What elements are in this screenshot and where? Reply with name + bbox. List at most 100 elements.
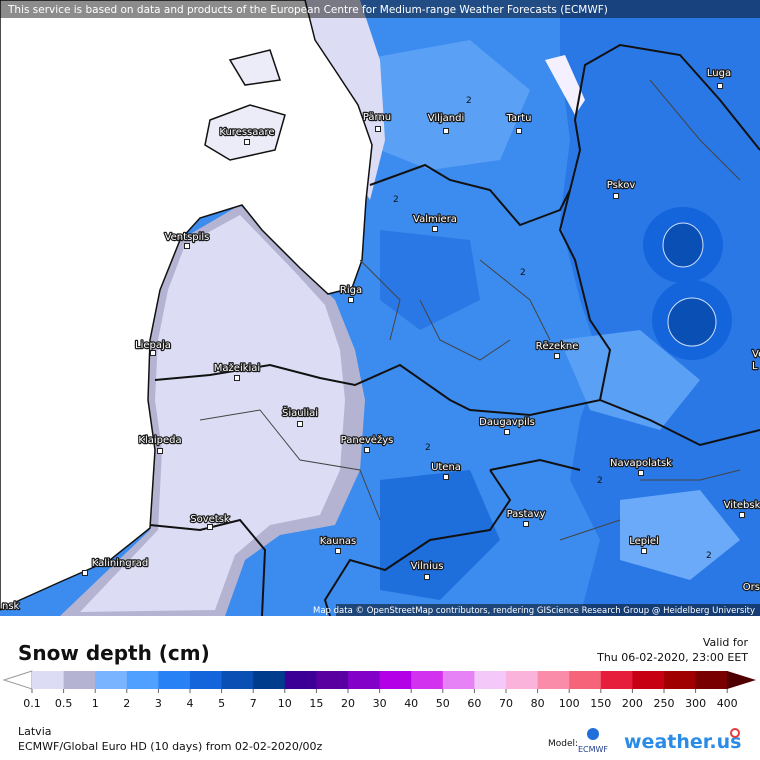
city-marker [335,548,341,554]
legend-label: 0.1 [23,697,41,710]
legend-swatch [221,671,254,689]
city-marker [504,429,510,435]
city-label: Rēzekne [536,341,579,352]
city-marker [82,570,88,576]
legend-swatch [95,671,128,689]
city-marker [348,297,354,303]
legend-label: 60 [467,697,481,710]
title: Snow depth (cm) [18,641,210,665]
city-marker [641,548,647,554]
model-name: ECMWF [578,745,608,754]
city-label: Ors [743,582,760,593]
city-marker [638,470,644,476]
attribution: Map data © OpenStreetMap contributors, r… [313,606,755,616]
contour-label: 2 [706,551,712,561]
city-label: Lepiel [629,536,659,547]
valid-time: Thu 06-02-2020, 23:00 EET [596,651,748,664]
city-label: Tartu [506,113,532,124]
legend-label: 30 [373,697,387,710]
city-label: Liepaja [135,340,171,351]
island [204,104,286,161]
city-marker [613,193,619,199]
legend-swatch [537,671,570,689]
city-label: Daugavpils [479,417,535,428]
model-run: ECMWF/Global Euro HD (10 days) from 02-0… [18,740,323,753]
legend-label: 2 [123,697,130,710]
border [558,189,612,401]
contour-label: 2 [466,96,472,106]
city-label: nsk [2,601,20,612]
island [228,49,281,86]
city-marker [184,243,190,249]
legend-label: 15 [309,697,323,710]
legend-label: 0.5 [55,697,73,710]
city-label: Vilnius [411,561,444,572]
city-label: Navapolatsk [610,458,672,469]
city-label: Šiauliai [282,406,318,419]
city-label: Sovetsk [190,514,230,525]
contour-labels: 2 2 2 2 2 2 [393,96,712,561]
city-label: Panevėžys [341,434,394,446]
legend-swatch [63,671,96,689]
city-marker [424,574,430,580]
legend-label: 3 [155,697,162,710]
snow-area [380,230,480,330]
legend-label: 40 [404,697,418,710]
contour-label: 2 [425,443,431,453]
city-label: Kaunas [320,536,357,547]
legend-label: 300 [685,697,706,710]
city-label: Utena [431,462,461,473]
legend-swatch [506,671,539,689]
model-label: Model: [548,739,578,749]
legend-label: 200 [622,697,643,710]
city-marker [739,512,745,518]
snow-area [545,55,585,115]
city-marker [443,474,449,480]
legend-swatch [190,671,223,689]
city-labels: Luga Pärnu Viljandi Tartu Kuressaare Pskov Val… [1,67,760,613]
legend-swatch [600,671,633,689]
banner-bg [0,0,760,18]
legend-swatch [316,671,349,689]
city-label: Riga [340,285,362,296]
legend-label: 1 [92,697,99,710]
snow-area [360,40,530,170]
region-border [199,79,741,541]
city-label: Kuressaare [219,127,274,138]
city-marker [150,350,156,356]
legend-label: 5 [218,697,225,710]
border [154,363,760,447]
snow-area [380,470,500,600]
city-label: Luga [707,68,731,79]
city-marker [207,524,213,530]
contour-label: 2 [520,268,526,278]
legend-swatch [442,671,475,689]
legend-label: 70 [499,697,513,710]
attribution-bg [336,604,760,616]
legend-label: 400 [717,697,738,710]
snow-area [560,330,700,430]
city-marker [297,421,303,427]
contour-label: 2 [597,476,603,486]
legend-label: 50 [436,697,450,710]
legend-label: 100 [559,697,580,710]
brand-sun [730,728,740,738]
legend-swatch [695,671,728,689]
legend-swatch [348,671,381,689]
city-marker [234,375,240,381]
legend-swatch [632,671,665,689]
legend-swatch [664,671,697,689]
city-label: Vitebsk [724,500,760,511]
legend-swatch [284,671,317,689]
sea [0,0,373,611]
city-label: Pastavy [507,509,546,520]
city-marker [717,83,723,89]
ecmwf-logo [587,728,599,740]
legend-label: 10 [278,697,292,710]
map [0,0,760,617]
city-label: Mažeikiai [214,362,260,374]
legend-label: 80 [531,697,545,710]
city-marker [157,448,163,454]
